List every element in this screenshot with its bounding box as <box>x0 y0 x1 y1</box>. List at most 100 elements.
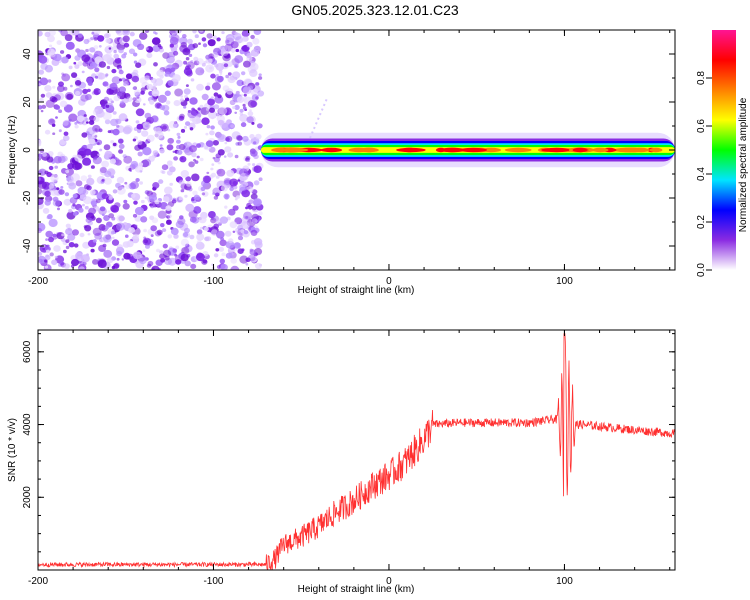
noise-speck <box>45 249 50 254</box>
noise-speck <box>69 197 78 204</box>
noise-speck <box>186 181 192 187</box>
noise-speck <box>162 196 170 203</box>
noise-speck <box>184 227 190 234</box>
noise-speck <box>110 140 114 144</box>
noise-speck <box>146 52 153 59</box>
noise-speck <box>141 130 149 137</box>
noise-speck <box>205 54 211 60</box>
noise-speck <box>172 74 181 82</box>
noise-speck <box>183 142 188 146</box>
noise-speck <box>251 218 258 224</box>
noise-speck <box>149 99 155 105</box>
noise-speck <box>88 120 95 125</box>
noise-speck <box>250 229 258 236</box>
noise-speck <box>95 109 105 118</box>
noise-speck <box>45 238 48 241</box>
noise-speck <box>188 53 193 58</box>
noise-speck <box>206 125 211 129</box>
noise-speck <box>224 205 228 209</box>
noise-speck <box>176 139 181 144</box>
noise-speck <box>210 96 214 100</box>
y-tick-label: -20 <box>22 190 33 205</box>
noise-speck <box>116 250 122 257</box>
noise-speck <box>124 181 128 185</box>
noise-speck <box>116 222 125 231</box>
noise-speck <box>206 171 210 175</box>
noise-speck <box>82 88 88 94</box>
noise-speck <box>154 199 160 205</box>
noise-speck <box>72 211 78 216</box>
x-tick-label: -100 <box>203 576 223 587</box>
noise-speck <box>54 105 61 110</box>
noise-speck <box>116 214 125 223</box>
noise-speck <box>232 230 236 233</box>
noise-speck <box>112 189 118 194</box>
noise-speck <box>84 205 89 210</box>
noise-speck <box>78 207 84 213</box>
noise-speck <box>98 61 106 68</box>
noise-speck <box>42 247 46 251</box>
noise-speck <box>132 233 140 240</box>
noise-speck <box>176 149 183 155</box>
noise-speck <box>159 148 165 154</box>
noise-speck <box>132 213 138 218</box>
noise-speck <box>177 217 186 225</box>
noise-speck <box>180 253 189 262</box>
noise-speck <box>226 169 235 177</box>
noise-speck <box>123 155 133 164</box>
noise-speck <box>189 234 195 240</box>
y-tick-label: 4000 <box>22 413 33 436</box>
noise-speck <box>217 94 222 99</box>
noise-speck <box>164 90 171 97</box>
noise-speck <box>60 186 64 189</box>
noise-speck <box>108 196 113 201</box>
noise-speck <box>165 100 171 105</box>
noise-speck <box>166 144 174 151</box>
noise-speck <box>83 196 92 205</box>
noise-speck <box>202 191 209 197</box>
noise-speck <box>235 90 240 95</box>
noise-speck <box>115 30 122 34</box>
noise-speck <box>156 153 160 157</box>
noise-speck <box>255 262 262 270</box>
noise-speck <box>90 165 95 169</box>
noise-speck <box>243 230 249 235</box>
noise-speck <box>184 260 191 267</box>
noise-speck <box>199 104 204 109</box>
noise-speck <box>211 116 215 120</box>
noise-speck <box>204 226 209 232</box>
noise-speck <box>59 139 66 146</box>
signal-hotspot <box>592 147 609 153</box>
noise-speck <box>156 248 160 253</box>
spectrogram-ylabel: Frequency (Hz) <box>7 116 18 185</box>
noise-speck <box>208 211 216 219</box>
noise-speck <box>196 229 203 235</box>
noise-speck <box>253 180 260 186</box>
noise-speck <box>238 35 246 43</box>
noise-speck <box>229 99 236 106</box>
noise-speck <box>107 210 111 213</box>
noise-speck <box>119 78 123 82</box>
noise-speck <box>63 263 70 269</box>
noise-speck <box>118 149 124 154</box>
noise-speck <box>121 258 125 261</box>
noise-speck <box>160 123 169 132</box>
noise-speck <box>210 172 217 178</box>
noise-speck <box>201 93 209 101</box>
noise-speck <box>87 174 92 178</box>
noise-speck <box>178 181 183 185</box>
noise-speck <box>242 86 252 95</box>
noise-speck <box>215 112 220 117</box>
noise-speck <box>83 225 87 229</box>
noise-speck <box>104 75 108 78</box>
noise-speck <box>249 134 255 139</box>
noise-speck <box>180 238 189 247</box>
noise-speck <box>74 154 83 162</box>
noise-speck <box>139 181 144 185</box>
spectrogram-xlabel: Height of straight line (km) <box>298 285 415 296</box>
noise-speck <box>106 65 111 70</box>
noise-speck <box>189 127 194 131</box>
noise-speck <box>198 42 201 45</box>
noise-speck <box>128 48 136 55</box>
